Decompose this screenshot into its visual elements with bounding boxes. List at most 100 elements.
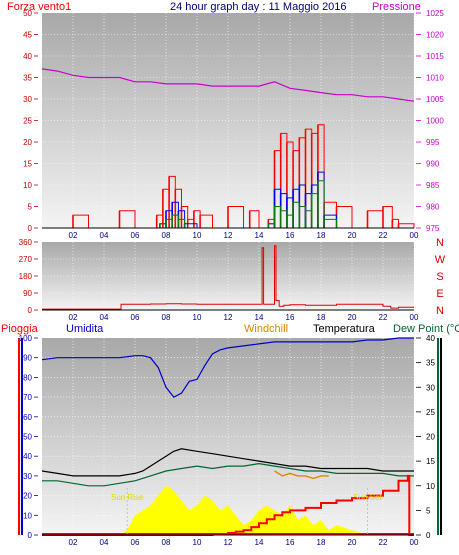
- x-tick-label: 18: [317, 231, 326, 240]
- y-right-tick-label: 35: [426, 359, 435, 368]
- x-tick-label: 00: [410, 538, 419, 547]
- y-left-tick-label: 35: [23, 74, 32, 83]
- y-right-tick-label: 5: [426, 506, 431, 515]
- x-tick-label: 00: [410, 231, 419, 240]
- wind_avg-line: [42, 180, 414, 229]
- y-left-tick-label: 50: [23, 9, 32, 18]
- y-right-tick-label: 995: [426, 138, 440, 147]
- y-left-tick-label: 360: [19, 238, 33, 247]
- direction-label: S: [436, 271, 443, 283]
- y-left-tick-label: 20: [23, 138, 32, 147]
- tick-labels: 02 04 06 08 10 12 14 16 18 20 22 000510152025303540…: [19, 9, 446, 547]
- y-left-tick-label: 10: [23, 181, 32, 190]
- x-tick-label: 14: [255, 231, 264, 240]
- pressure-line: [41, 68, 415, 102]
- y-right-tick-label: 30: [426, 383, 435, 392]
- y-left-tick-label: 15: [23, 160, 32, 169]
- y-right-tick-label: 10: [426, 482, 435, 491]
- humidity-line: [41, 337, 414, 398]
- x-tick-label: 04: [100, 231, 109, 240]
- y-left-tick-label: 90: [23, 289, 32, 298]
- x-tick-label: 00: [410, 313, 419, 322]
- x-tick-label: 20: [348, 538, 357, 547]
- y-right-tick-label: 0: [426, 531, 431, 540]
- direction-label: N: [436, 237, 444, 249]
- legend-dewpoint: Dew Point (°C: [393, 323, 459, 335]
- y-left-tick-label: 10: [23, 511, 32, 520]
- y-right-tick-label: 40: [426, 334, 435, 343]
- right-title: Pressione: [372, 1, 421, 13]
- data-series: [41, 68, 415, 536]
- y-right-tick-label: 1010: [426, 74, 444, 83]
- direction-label: E: [436, 288, 443, 300]
- y-left-tick-label: 45: [23, 31, 32, 40]
- y-right-tick-label: 1020: [426, 31, 444, 40]
- y-right-tick-label: 985: [426, 181, 440, 190]
- y-right-tick-label: 975: [426, 224, 440, 233]
- x-tick-label: 08: [162, 231, 171, 240]
- x-tick-label: 14: [255, 313, 264, 322]
- y-right-tick-label: 1000: [426, 117, 444, 126]
- y-left-tick-label: 30: [23, 95, 32, 104]
- y-left-tick-label: 0: [28, 306, 33, 315]
- y-right-tick-label: 20: [426, 433, 435, 442]
- y-left-tick-label: 80: [23, 373, 32, 382]
- y-right-tick-label: 15: [426, 457, 435, 466]
- x-tick-label: 12: [224, 313, 233, 322]
- solar-area: [42, 485, 414, 535]
- y-left-tick-label: 0: [28, 224, 33, 233]
- x-tick-label: 08: [162, 538, 171, 547]
- x-tick-label: 20: [348, 231, 357, 240]
- left-title: Forza vento1: [7, 1, 71, 13]
- axis-lines: [42, 227, 414, 536]
- legend-temperatura: Temperatura: [313, 323, 376, 335]
- x-tick-label: 22: [379, 313, 388, 322]
- y-right-tick-label: 1005: [426, 95, 444, 104]
- legend-windchill: Windchill: [244, 323, 288, 335]
- y-right-tick-label: 980: [426, 203, 440, 212]
- direction-line: [42, 245, 414, 310]
- y-right-tick-label: 25: [426, 408, 435, 417]
- x-tick-label: 12: [224, 231, 233, 240]
- direction-label: W: [435, 254, 446, 266]
- x-tick-label: 16: [286, 313, 295, 322]
- x-tick-label: 04: [100, 313, 109, 322]
- y-left-tick-label: 40: [23, 452, 32, 461]
- x-tick-label: 22: [379, 231, 388, 240]
- sun-annotation: Sun Rise: [111, 493, 144, 502]
- y-left-tick-label: 90: [23, 354, 32, 363]
- x-tick-label: 02: [69, 313, 78, 322]
- y-left-tick-label: 20: [23, 492, 32, 501]
- y-left-tick-label: 70: [23, 393, 32, 402]
- y-left-tick-label: 100: [19, 334, 33, 343]
- center-title: 24 hour graph day : 11 Maggio 2016: [170, 1, 347, 13]
- x-tick-label: 22: [379, 538, 388, 547]
- x-tick-label: 16: [286, 231, 295, 240]
- y-left-tick-label: 0: [28, 531, 33, 540]
- x-tick-label: 14: [255, 538, 264, 547]
- temperature-line: [41, 448, 414, 477]
- x-tick-label: 06: [131, 313, 140, 322]
- x-tick-label: 04: [100, 538, 109, 547]
- x-tick-label: 10: [193, 538, 202, 547]
- legend-pioggia: Pioggia: [1, 323, 39, 335]
- y-right-tick-label: 1015: [426, 52, 444, 61]
- legend-umidita: Umidita: [66, 323, 104, 335]
- x-tick-label: 12: [224, 538, 233, 547]
- y-left-tick-label: 50: [23, 433, 32, 442]
- x-tick-label: 20: [348, 313, 357, 322]
- x-tick-label: 10: [193, 313, 202, 322]
- x-tick-label: 10: [193, 231, 202, 240]
- y-left-tick-label: 270: [19, 255, 33, 264]
- y-left-tick-label: 60: [23, 413, 32, 422]
- annotations: Sun Rise Sun Set: [111, 488, 383, 535]
- y-left-tick-label: 5: [28, 203, 33, 212]
- x-tick-label: 16: [286, 538, 295, 547]
- y-right-tick-label: 1025: [426, 9, 444, 18]
- direction-label: N: [436, 305, 444, 317]
- x-tick-label: 08: [162, 313, 171, 322]
- y-left-tick-label: 40: [23, 52, 32, 61]
- y-left-tick-label: 25: [23, 117, 32, 126]
- x-tick-label: 06: [131, 231, 140, 240]
